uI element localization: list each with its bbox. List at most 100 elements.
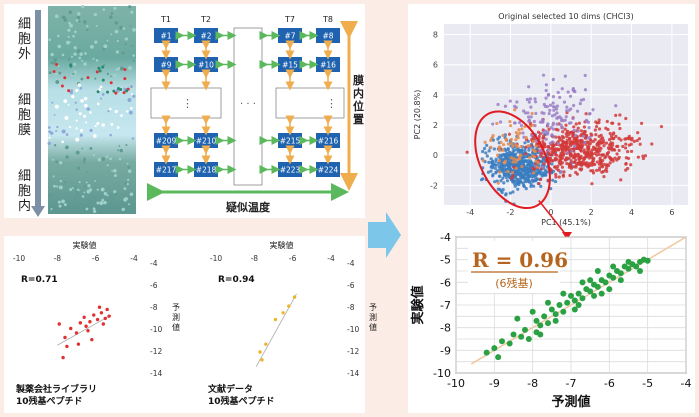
- pca-point: [587, 126, 591, 130]
- pca-point: [534, 159, 538, 163]
- side-arrow-head: [31, 206, 45, 217]
- pca-point: [630, 138, 634, 142]
- membrane-dot: [81, 195, 85, 198]
- membrane-dot: [83, 103, 88, 108]
- membrane-dot: [74, 101, 77, 104]
- membrane-dot: [109, 133, 112, 137]
- replica-label: #8: [322, 32, 333, 41]
- x-axis-label: 実験値: [270, 240, 294, 250]
- membrane-dot: [78, 20, 81, 23]
- pca-point: [567, 145, 571, 149]
- pca-point: [556, 128, 560, 132]
- pca-point: [526, 171, 530, 175]
- pca-point: [535, 178, 539, 182]
- pca-point: [572, 160, 576, 164]
- pca-point: [512, 163, 516, 167]
- pca-point: [543, 104, 547, 108]
- x-tick-label: 2: [589, 208, 594, 217]
- data-point: [92, 313, 96, 317]
- pca-point: [613, 156, 617, 160]
- pca-point: [503, 159, 508, 163]
- highlight-ellipse: [474, 110, 551, 210]
- pca-point: [556, 115, 560, 120]
- pca-point: [508, 191, 512, 195]
- data-point: [495, 354, 502, 361]
- pca-point: [603, 156, 607, 160]
- pca-point: [494, 157, 498, 161]
- membrane-dot: [116, 39, 119, 43]
- column-header: T2: [200, 15, 211, 24]
- ellipsis-box-right: [275, 87, 345, 119]
- membrane-dot: [76, 15, 81, 20]
- membrane-dot: [86, 28, 89, 32]
- membrane-dot: [122, 91, 126, 95]
- membrane-dot: [101, 198, 105, 202]
- membrane-dot: [106, 194, 109, 197]
- pca-point: [573, 136, 577, 140]
- replica-label: #217: [156, 166, 177, 175]
- membrane-dot: [118, 157, 122, 161]
- y-tick-label: 8: [433, 31, 438, 40]
- membrane-dot: [85, 121, 88, 124]
- membrane-dot: [87, 184, 91, 188]
- pca-point: [501, 187, 505, 192]
- pca-point: [579, 129, 583, 133]
- pca-point: [563, 74, 567, 78]
- membrane-dot: [116, 126, 120, 129]
- pca-point: [512, 157, 516, 161]
- pca-point: [531, 148, 536, 152]
- correlation-x-label: 予測値: [551, 394, 590, 410]
- y-tick-label: -2: [430, 181, 438, 190]
- membrane-dot: [52, 69, 56, 73]
- pca-point: [547, 152, 551, 156]
- data-point: [537, 331, 544, 338]
- pca-point: [527, 119, 531, 123]
- r-value: R=0.71: [21, 275, 58, 285]
- y-tick-label: 2: [433, 121, 438, 130]
- middle-column-box: [233, 27, 263, 186]
- pca-point: [571, 87, 575, 91]
- pca-plot-area: [444, 24, 688, 205]
- pca-point: [650, 142, 654, 146]
- replica-box: [194, 133, 218, 148]
- membrane-dot: [61, 199, 65, 204]
- pca-point: [527, 148, 531, 152]
- membrane-dot: [67, 89, 71, 93]
- pca-point: [564, 132, 568, 136]
- pca-point: [591, 159, 595, 163]
- pca-point: [621, 144, 625, 149]
- pca-point: [506, 142, 510, 146]
- membrane-dot: [50, 52, 54, 57]
- pca-point: [590, 133, 594, 137]
- pca-point: [553, 105, 557, 109]
- data-point: [97, 305, 102, 309]
- pca-point: [595, 149, 599, 153]
- membrane-dot: [105, 155, 109, 158]
- membrane-dot: [115, 50, 120, 54]
- membrane-dot: [99, 201, 104, 206]
- pca-point: [535, 165, 539, 169]
- pca-point: [520, 164, 524, 169]
- data-point: [86, 329, 90, 333]
- pca-point: [515, 182, 520, 186]
- membrane-dot: [94, 77, 97, 80]
- pca-point: [511, 149, 515, 154]
- membrane-dot: [100, 187, 105, 192]
- pca-point: [465, 150, 469, 154]
- chart-caption: 10残基ペプチド: [16, 395, 83, 407]
- pca-point: [553, 179, 558, 184]
- mini-charts: 実験値 -10 -8 -6 -4 -4 -6 -8 -10 -12 -14 予測値 R=0.71 製薬会社…: [13, 240, 377, 407]
- pca-point: [605, 119, 609, 124]
- pca-point: [532, 155, 537, 159]
- pca-point: [544, 88, 548, 93]
- pca-point: [602, 174, 606, 179]
- membrane-dot: [97, 157, 102, 162]
- pca-point: [582, 129, 586, 134]
- membrane-dot: [109, 157, 112, 161]
- membrane-dot: [58, 71, 62, 75]
- membrane-dot: [126, 182, 129, 186]
- pca-point: [504, 193, 508, 197]
- pca-point: [558, 95, 562, 99]
- membrane-dot: [48, 193, 52, 198]
- data-point: [63, 335, 67, 340]
